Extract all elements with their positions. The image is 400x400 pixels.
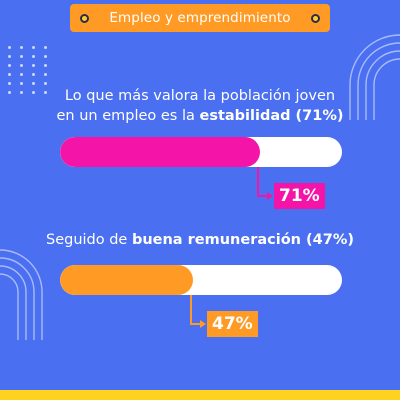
decorative-dot-grid bbox=[8, 46, 50, 94]
topic-tag: Empleo y emprendimiento bbox=[70, 4, 330, 32]
headline-remuneration: Seguido de buena remuneración (47%) bbox=[0, 230, 400, 250]
bar-fill-remuneration bbox=[60, 265, 193, 295]
value-label-stability: 71% bbox=[274, 183, 325, 209]
connector-remuneration-arrow-icon bbox=[200, 320, 206, 328]
headline-stability-line-2: en un empleo es la estabilidad (71%) bbox=[0, 106, 400, 126]
connector-stability bbox=[257, 167, 270, 197]
headline-stability-bold: estabilidad (71%) bbox=[199, 108, 344, 124]
headline-stability: Lo que más valora la población joven en … bbox=[0, 86, 400, 126]
bar-track-stability bbox=[60, 137, 342, 167]
value-label-remuneration: 47% bbox=[207, 311, 258, 337]
connector-remuneration bbox=[190, 295, 203, 325]
headline-stability-regular: en un empleo es la bbox=[56, 108, 200, 124]
headline-remuneration-regular: Seguido de bbox=[45, 232, 132, 248]
bar-fill-stability bbox=[60, 137, 260, 167]
tag-dot-right-icon bbox=[311, 13, 320, 23]
headline-remuneration-bold: buena remuneración (47%) bbox=[131, 232, 355, 248]
bottom-accent-bar bbox=[0, 390, 400, 400]
connector-stability-arrow-icon bbox=[267, 192, 273, 200]
bar-track-remuneration bbox=[60, 265, 342, 295]
topic-tag-label: Empleo y emprendimiento bbox=[109, 10, 291, 26]
tag-dot-left-icon bbox=[80, 13, 89, 23]
headline-stability-line-1: Lo que más valora la población joven bbox=[64, 88, 336, 104]
